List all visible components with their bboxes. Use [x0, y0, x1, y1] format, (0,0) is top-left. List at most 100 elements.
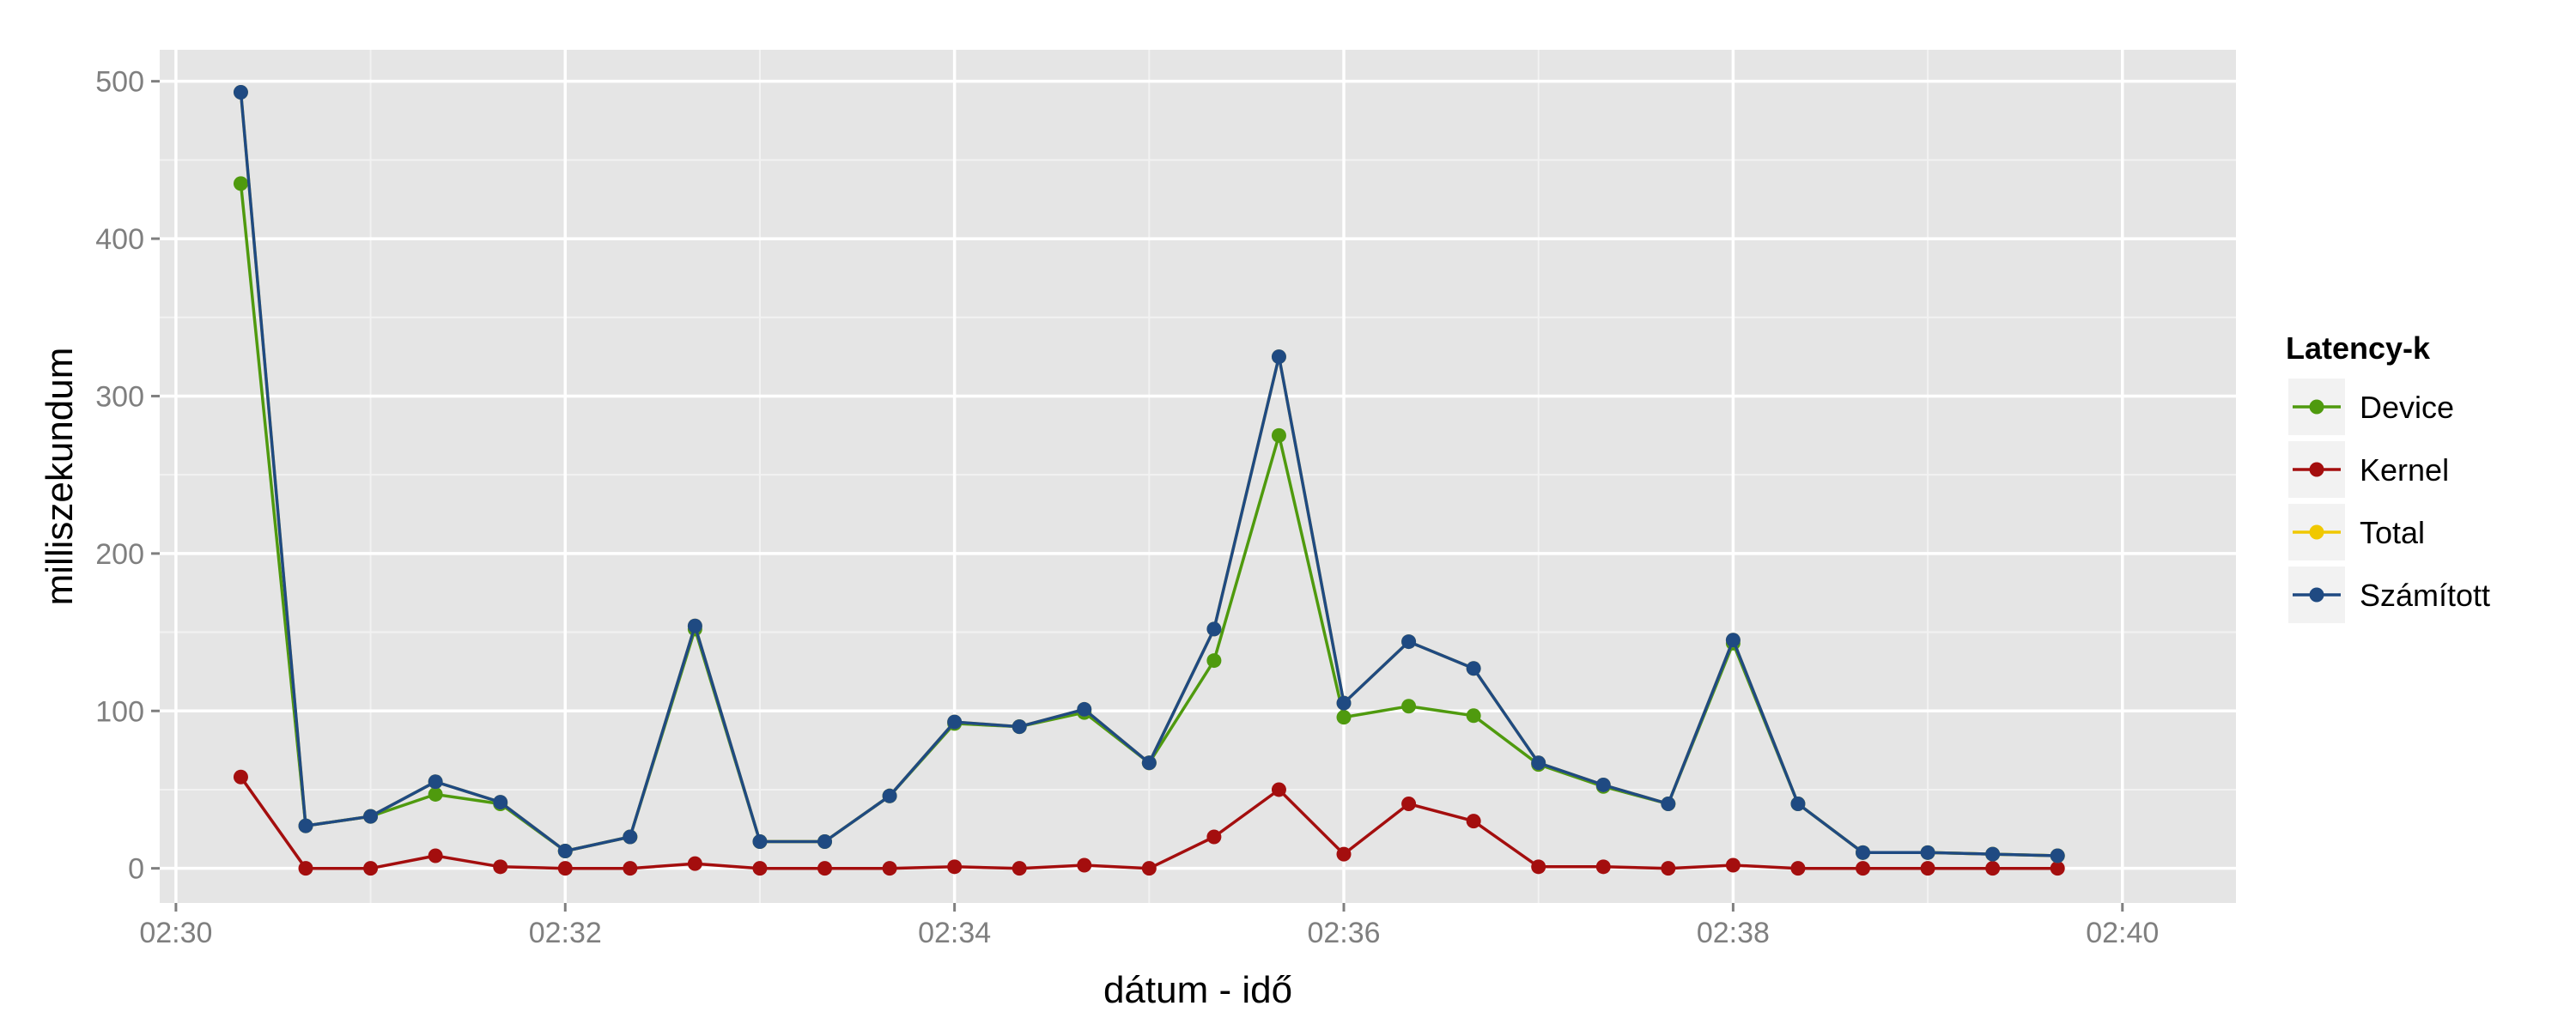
data-point [1401, 699, 1417, 714]
data-point [1920, 845, 1935, 860]
data-point [1077, 701, 1092, 717]
legend-label: Total [2360, 515, 2425, 550]
y-tick-label: 100 [95, 695, 144, 728]
data-point [623, 861, 638, 876]
legend-item-kernel: Kernel [2287, 439, 2449, 500]
data-point [233, 176, 248, 191]
legend-label: Kernel [2360, 452, 2449, 488]
data-point [817, 861, 833, 876]
data-point [947, 859, 963, 875]
legend: Latency-k Device Kernel Total Számított [2286, 330, 2490, 625]
data-point [557, 861, 573, 876]
x-tick-label: 02:30 [139, 917, 212, 949]
data-point [298, 818, 313, 833]
data-point [1725, 857, 1741, 873]
x-axis: 02:30 02:32 02:34 02:36 02:38 02:40 [139, 903, 2159, 949]
data-point [623, 829, 638, 845]
x-tick-label: 02:40 [2086, 917, 2159, 949]
data-point [493, 859, 508, 875]
y-axis-title: milliszekundum [39, 348, 81, 606]
data-point [1141, 861, 1157, 876]
data-point [1725, 633, 1741, 648]
data-point [1206, 653, 1222, 669]
data-point [1985, 861, 2001, 876]
data-point [1856, 845, 1871, 860]
data-point [233, 769, 248, 785]
plot-panel [160, 50, 2236, 903]
legend-label: Számított [2360, 578, 2490, 613]
data-point [1336, 846, 1352, 862]
data-point [687, 856, 702, 871]
legend-key-point [2309, 524, 2324, 540]
data-point [1206, 829, 1222, 845]
data-point [2050, 848, 2065, 863]
y-tick-label: 500 [95, 66, 144, 99]
data-point [1790, 861, 1806, 876]
data-point [1661, 796, 1676, 811]
data-point [1012, 719, 1027, 735]
data-point [363, 861, 379, 876]
data-point [1466, 814, 1481, 829]
y-axis: 0 100 200 300 400 500 [95, 66, 160, 886]
minor-gridlines [160, 50, 2236, 903]
data-point [1077, 857, 1092, 873]
data-point [752, 861, 768, 876]
data-point [1856, 861, 1871, 876]
data-point [1920, 861, 1935, 876]
data-point [1661, 861, 1676, 876]
data-point [1466, 708, 1481, 724]
data-point [882, 861, 897, 876]
series-layer [233, 85, 2065, 876]
series-számított [233, 85, 2065, 863]
legend-item-számított: Számított [2287, 565, 2490, 625]
x-tick-label: 02:32 [529, 917, 602, 949]
data-point [947, 714, 963, 730]
data-point [1206, 621, 1222, 637]
data-point [882, 788, 897, 803]
y-tick-label: 200 [95, 538, 144, 571]
data-point [557, 843, 573, 858]
data-point [687, 618, 702, 633]
data-point [233, 85, 248, 100]
y-tick-label: 400 [95, 223, 144, 256]
data-point [2050, 861, 2065, 876]
data-point [1271, 427, 1286, 443]
data-point [1336, 695, 1352, 711]
x-tick-label: 02:36 [1307, 917, 1380, 949]
data-point [1401, 634, 1417, 650]
data-point [752, 833, 768, 849]
data-point [1531, 755, 1546, 771]
legend-key-point [2309, 399, 2324, 415]
data-point [1271, 782, 1286, 797]
y-tick-label: 0 [128, 853, 144, 886]
data-point [817, 833, 833, 849]
data-point [1336, 710, 1352, 725]
series-kernel [233, 769, 2065, 876]
data-point [428, 786, 443, 802]
legend-item-device: Device [2287, 377, 2454, 437]
data-point [1595, 777, 1611, 792]
x-tick-label: 02:34 [918, 917, 991, 949]
data-point [1271, 349, 1286, 365]
data-point [1595, 859, 1611, 875]
data-point [1401, 796, 1417, 811]
data-point [1466, 661, 1481, 676]
data-point [1985, 846, 2001, 862]
legend-item-total: Total [2287, 502, 2425, 562]
legend-key-point [2309, 587, 2324, 603]
legend-title: Latency-k [2286, 330, 2431, 366]
legend-label: Device [2360, 390, 2454, 425]
data-point [493, 795, 508, 810]
x-tick-label: 02:38 [1697, 917, 1770, 949]
data-point [1531, 859, 1546, 875]
legend-key-point [2309, 462, 2324, 477]
data-point [1012, 861, 1027, 876]
data-point [1141, 755, 1157, 771]
data-point [298, 861, 313, 876]
x-axis-title: dátum - idő [1103, 969, 1292, 1011]
data-point [363, 809, 379, 824]
y-tick-label: 300 [95, 380, 144, 413]
data-point [428, 848, 443, 863]
data-point [1790, 796, 1806, 811]
